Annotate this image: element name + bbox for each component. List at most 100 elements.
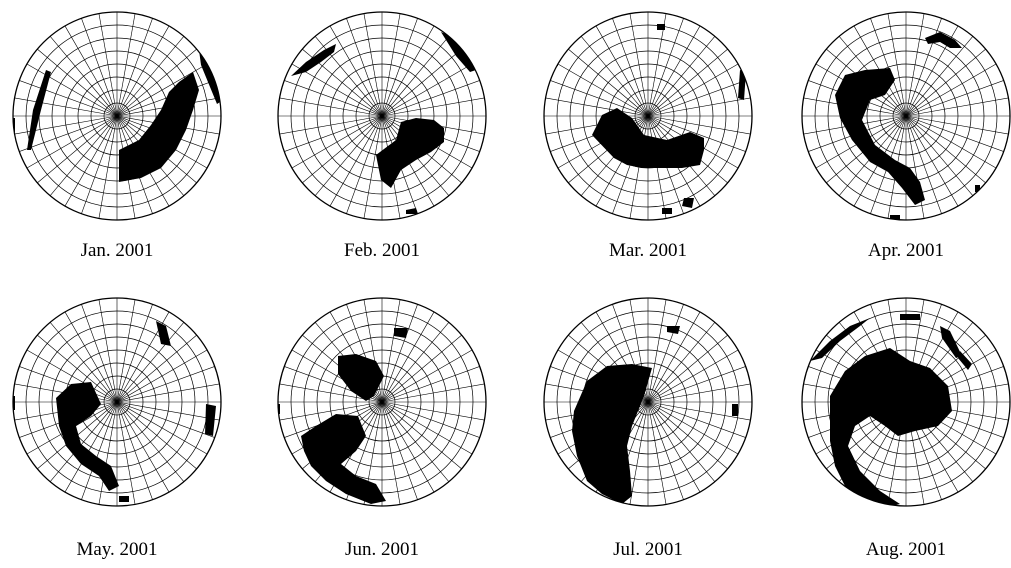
shaded-region xyxy=(441,32,476,72)
meridian-line xyxy=(905,115,1004,152)
meridian-line xyxy=(116,322,185,403)
meridian-line xyxy=(381,383,485,403)
meridian-line xyxy=(647,334,728,403)
meridian-line xyxy=(284,115,383,152)
panel-caption: Aug. 2001 xyxy=(865,539,947,560)
meridian-line xyxy=(98,299,118,403)
meridian-line xyxy=(116,334,197,403)
meridian-line xyxy=(647,383,751,403)
shaded-region xyxy=(306,508,326,514)
meridian-line xyxy=(647,401,701,493)
meridian-line xyxy=(116,401,170,493)
meridian-line xyxy=(647,366,746,403)
meridian-line xyxy=(381,401,485,421)
graticule xyxy=(277,297,487,507)
meridian-line xyxy=(329,115,383,207)
graticule xyxy=(543,297,753,507)
meridian-line xyxy=(49,322,118,403)
meridian-line xyxy=(381,349,473,403)
shaded-region xyxy=(119,496,129,502)
map-panel-mar: Mar. 2001 xyxy=(532,0,764,270)
meridian-line xyxy=(302,115,383,184)
meridian-line xyxy=(116,401,215,438)
meridian-line xyxy=(381,401,462,470)
meridian-line xyxy=(116,80,215,117)
map-panel-feb: Feb. 2001 xyxy=(266,0,498,270)
meridian-line xyxy=(279,115,383,135)
meridian-line xyxy=(116,401,197,470)
meridian-line xyxy=(116,304,153,403)
meridian-line xyxy=(887,13,907,117)
polar-map-mar xyxy=(543,11,753,221)
meridian-line xyxy=(291,63,383,117)
meridian-line xyxy=(37,334,118,403)
meridian-line xyxy=(647,48,728,117)
shaded-region xyxy=(338,354,384,401)
shaded-region xyxy=(900,314,920,320)
meridian-line xyxy=(98,401,118,505)
shaded-region xyxy=(119,72,199,182)
meridian-line xyxy=(64,115,118,207)
meridian-line xyxy=(870,18,907,117)
meridian-line xyxy=(329,25,383,117)
shaded-region xyxy=(156,321,171,346)
meridian-line xyxy=(381,80,480,117)
shaded-region xyxy=(301,414,386,504)
meridian-line xyxy=(81,401,118,500)
meridian-line xyxy=(905,115,986,184)
meridian-line xyxy=(381,36,450,117)
meridian-line xyxy=(279,401,383,421)
meridian-line xyxy=(647,401,751,421)
meridian-line xyxy=(381,18,418,117)
map-panel-apr: Apr. 2001 xyxy=(800,0,1011,270)
shaded-regions xyxy=(810,314,972,506)
meridian-line xyxy=(381,401,401,505)
meridian-line xyxy=(14,97,118,117)
meridian-line xyxy=(647,401,716,482)
meridian-line xyxy=(81,115,118,214)
meridian-line xyxy=(116,383,220,403)
meridian-line xyxy=(49,401,118,482)
meridian-line xyxy=(647,401,746,438)
polar-map-jul xyxy=(543,297,753,507)
map-panel-jun: Jun. 2001 xyxy=(266,286,498,568)
shaded-regions xyxy=(13,321,216,502)
graticule xyxy=(543,11,753,221)
meridian-line xyxy=(381,401,435,493)
map-panel-may: May. 2001 xyxy=(1,286,233,568)
panel-caption: Jul. 2001 xyxy=(613,539,683,560)
shaded-region xyxy=(810,318,870,361)
meridian-line xyxy=(381,401,480,438)
shaded-regions xyxy=(835,32,980,220)
meridian-line xyxy=(595,25,649,117)
shaded-region xyxy=(662,208,672,214)
meridian-line xyxy=(647,13,667,117)
meridian-line xyxy=(381,334,462,403)
meridian-line xyxy=(291,115,383,169)
panel-caption: Jun. 2001 xyxy=(345,539,419,560)
meridian-line xyxy=(26,115,118,169)
shaded-region xyxy=(940,326,962,358)
meridian-line xyxy=(19,115,118,152)
meridian-line xyxy=(116,48,197,117)
shaded-region xyxy=(278,404,280,414)
meridian-line xyxy=(116,18,153,117)
meridian-line xyxy=(647,304,684,403)
meridian-line xyxy=(612,18,649,117)
meridian-line xyxy=(64,401,118,493)
meridian-line xyxy=(647,80,746,117)
panel-caption: Mar. 2001 xyxy=(608,240,688,261)
shaded-region xyxy=(667,326,680,334)
graticule xyxy=(277,11,487,221)
meridian-line xyxy=(81,304,118,403)
meridian-line xyxy=(905,48,986,117)
meridian-line xyxy=(381,48,462,117)
map-panel-jul: Jul. 2001 xyxy=(532,286,764,568)
meridian-line xyxy=(37,48,118,117)
meridian-line xyxy=(629,401,649,505)
meridian-line xyxy=(905,115,959,207)
meridian-line xyxy=(647,401,667,505)
panel-caption: Apr. 2001 xyxy=(868,240,944,261)
shaded-regions xyxy=(572,326,738,504)
meridian-line xyxy=(116,13,136,117)
